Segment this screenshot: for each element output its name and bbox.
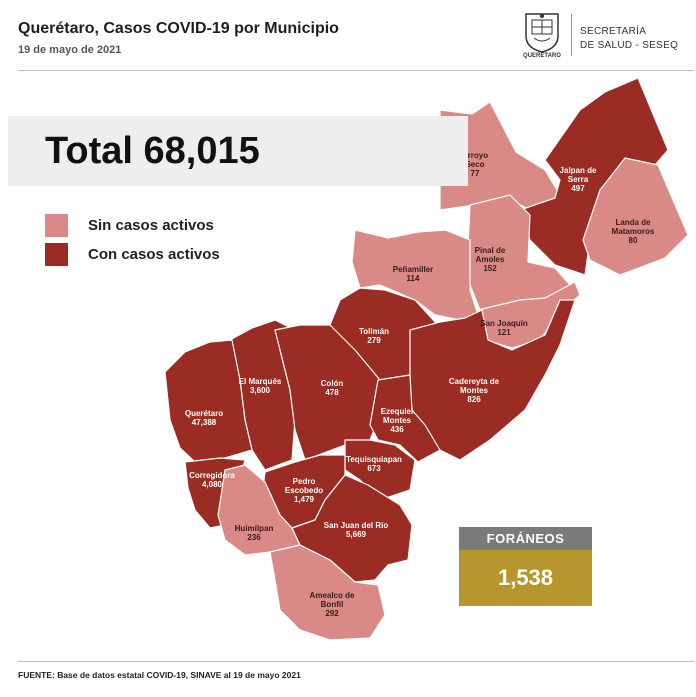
municipality-queretaro <box>164 339 253 463</box>
municipality-cases: 436 <box>390 425 404 434</box>
total-cases: Total 68,015 <box>45 130 260 172</box>
legend-label-con-casos: Con casos activos <box>88 246 220 263</box>
page-date: 19 de mayo de 2021 <box>18 44 122 56</box>
municipality-cases: 826 <box>467 395 481 404</box>
municipality-name: Tequisquiapan <box>346 455 402 464</box>
total-banner <box>8 116 468 186</box>
footer-source: FUENTE: Base de datos estatal COVID-19, … <box>18 670 301 680</box>
municipality-cases: 279 <box>367 336 381 345</box>
legend-swatch-sin-casos <box>45 214 68 237</box>
page-title: Querétaro, Casos COVID-19 por Municipio <box>18 20 339 37</box>
municipality-cases: 77 <box>471 169 480 178</box>
municipality-name: Arroyo Seco <box>462 151 488 169</box>
agency-line-2: DE SALUD - SESEQ <box>580 40 679 51</box>
municipality-name: Amealco de Bonfil <box>310 591 355 609</box>
agency-name: SECRETARÍA DE SALUD - SESEQ <box>580 25 692 53</box>
municipality-name: San Juan del Río <box>324 521 389 530</box>
foraneos-value: 1,538 <box>459 550 592 606</box>
header-divider <box>571 14 572 56</box>
municipality-cases: 236 <box>247 533 261 542</box>
footer-rule <box>18 661 694 662</box>
municipality-cases: 1,479 <box>294 495 315 504</box>
municipality-name: Tolimán <box>359 327 389 336</box>
municipality-amealco-de-bonfil <box>269 544 386 641</box>
municipality-cases: 121 <box>497 328 511 337</box>
state-seal-logo <box>518 10 566 62</box>
municipality-cases: 673 <box>367 464 381 473</box>
municipality-name: Querétaro <box>185 409 223 418</box>
municipality-cases: 114 <box>407 274 420 283</box>
municipality-cases: 292 <box>325 609 339 618</box>
municipality-cases: 4,080 <box>202 480 223 489</box>
municipality-name: Cadereyta de Montes <box>449 377 500 395</box>
municipality-name: Landa de Matamoros <box>612 218 655 236</box>
municipality-name: Peñamiller <box>393 265 433 274</box>
municipality-name: San Joaquín <box>480 319 528 328</box>
municipality-ezequiel-montes <box>369 374 441 463</box>
municipality-name: Jalpan de Serra <box>560 166 597 184</box>
header-rule <box>18 70 694 71</box>
municipality-name: El Marqués <box>239 377 282 386</box>
municipality-name: Colón <box>321 379 344 388</box>
municipality-cases: 5,669 <box>346 530 367 539</box>
legend-label-sin-casos: Sin casos activos <box>88 217 214 234</box>
municipality-cases: 47,388 <box>192 418 217 427</box>
municipality-cases: 497 <box>571 184 585 193</box>
municipality-name: Pinal de Amoles <box>475 246 506 264</box>
municipality-name: Pedro Escobedo <box>285 477 323 495</box>
municipality-name: Ezequiel Montes <box>381 407 413 425</box>
legend-swatch-con-casos <box>45 243 68 266</box>
municipality-cases: 478 <box>325 388 339 397</box>
municipality-name: Corregidora <box>189 471 235 480</box>
municipality-cases: 152 <box>483 264 497 273</box>
agency-line-1: SECRETARÍA <box>580 26 647 37</box>
foraneos-label: FORÁNEOS <box>459 527 592 550</box>
municipality-cases: 3,600 <box>250 386 271 395</box>
municipality-landa-de-matamoros <box>582 157 689 276</box>
logo-caption: QUERÉTARO <box>523 53 561 59</box>
municipality-name: Huimilpan <box>235 524 274 533</box>
municipality-tequisquiapan <box>344 439 416 501</box>
municipality-cases: 80 <box>629 236 638 245</box>
